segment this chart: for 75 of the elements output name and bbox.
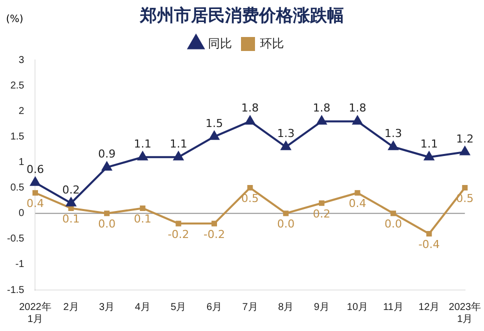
point xyxy=(102,162,112,171)
x-tick-label: 3月 xyxy=(99,302,115,313)
point xyxy=(140,205,146,211)
point xyxy=(174,152,184,160)
point xyxy=(245,116,255,125)
y-tick-label: -1 xyxy=(15,259,25,270)
data-label: 1.1 xyxy=(420,137,438,150)
point xyxy=(176,220,182,226)
data-label: 0.4 xyxy=(348,197,366,210)
data-label: 0.2 xyxy=(62,183,80,196)
point xyxy=(138,152,148,160)
data-label: 1.8 xyxy=(348,102,366,115)
point xyxy=(426,231,432,237)
data-label: 0.6 xyxy=(26,163,44,176)
point xyxy=(104,210,110,216)
point xyxy=(460,146,470,156)
point xyxy=(354,190,360,196)
x-tick-label: 6月 xyxy=(206,302,222,313)
x-tick-label: 5月 xyxy=(170,302,186,313)
data-label: 0.1 xyxy=(62,212,80,226)
data-label: 0.0 xyxy=(277,218,295,231)
y-tick-label: 2 xyxy=(18,106,25,117)
x-tick-label: 2月 xyxy=(63,302,79,313)
y-tick-label: 0 xyxy=(18,208,25,220)
point xyxy=(30,177,40,186)
chart-title: 郑州市居民消费价格涨跌幅 xyxy=(140,6,344,26)
data-label: 1.1 xyxy=(170,137,188,150)
point xyxy=(316,116,327,125)
point xyxy=(211,220,218,226)
data-label: -0.2 xyxy=(168,228,190,241)
data-label: 0.0 xyxy=(384,218,402,231)
y-tick-label: 2.5 xyxy=(10,80,25,92)
legend-label: 环比 xyxy=(260,36,284,50)
x-tick-label: 11月 xyxy=(383,302,404,313)
data-label: 1.5 xyxy=(206,117,223,130)
data-label: 1.8 xyxy=(312,102,330,115)
data-label: -0.4 xyxy=(418,238,440,252)
x-tick-label: 7月 xyxy=(242,302,258,313)
point xyxy=(424,152,434,160)
y-tick-label: 3 xyxy=(18,54,25,66)
data-label: 1.8 xyxy=(241,102,259,115)
x-tick-label: 12月 xyxy=(418,302,440,313)
data-label: 0.1 xyxy=(134,212,152,226)
y-tick-label: -1.5 xyxy=(6,284,25,296)
y-tick-label: 1.5 xyxy=(10,131,25,142)
point xyxy=(462,185,468,191)
y-axis-title: (%) xyxy=(6,14,24,25)
x-tick-label: 9月 xyxy=(314,302,330,313)
point xyxy=(283,210,289,216)
point xyxy=(390,210,396,216)
data-label: 1.2 xyxy=(456,132,474,146)
y-tick-label: 0.5 xyxy=(10,182,25,194)
x-tick-label: 2023年 1月 xyxy=(448,300,481,325)
point xyxy=(388,141,398,150)
x-tick-label: 10月 xyxy=(346,302,368,313)
x-tick-label: 2022年 1月 xyxy=(19,300,52,325)
data-label: 1.1 xyxy=(134,137,152,150)
data-label: 1.3 xyxy=(384,127,402,140)
y-tick-label: -0.5 xyxy=(6,234,25,245)
data-label: 1.3 xyxy=(277,127,295,140)
point xyxy=(66,198,76,206)
legend-label: 同比 xyxy=(208,36,232,50)
point xyxy=(209,131,220,140)
x-tick-label: 4月 xyxy=(134,302,150,313)
point xyxy=(318,200,324,206)
point xyxy=(352,116,362,125)
x-tick-label: 8月 xyxy=(278,302,294,313)
data-label: 0.0 xyxy=(98,218,116,231)
data-label: 0.4 xyxy=(26,197,44,210)
data-label: 0.9 xyxy=(98,148,116,161)
point xyxy=(280,141,291,150)
point xyxy=(247,185,253,191)
data-label: -0.2 xyxy=(204,228,225,241)
point xyxy=(32,190,38,196)
y-tick-label: 1 xyxy=(18,156,25,168)
